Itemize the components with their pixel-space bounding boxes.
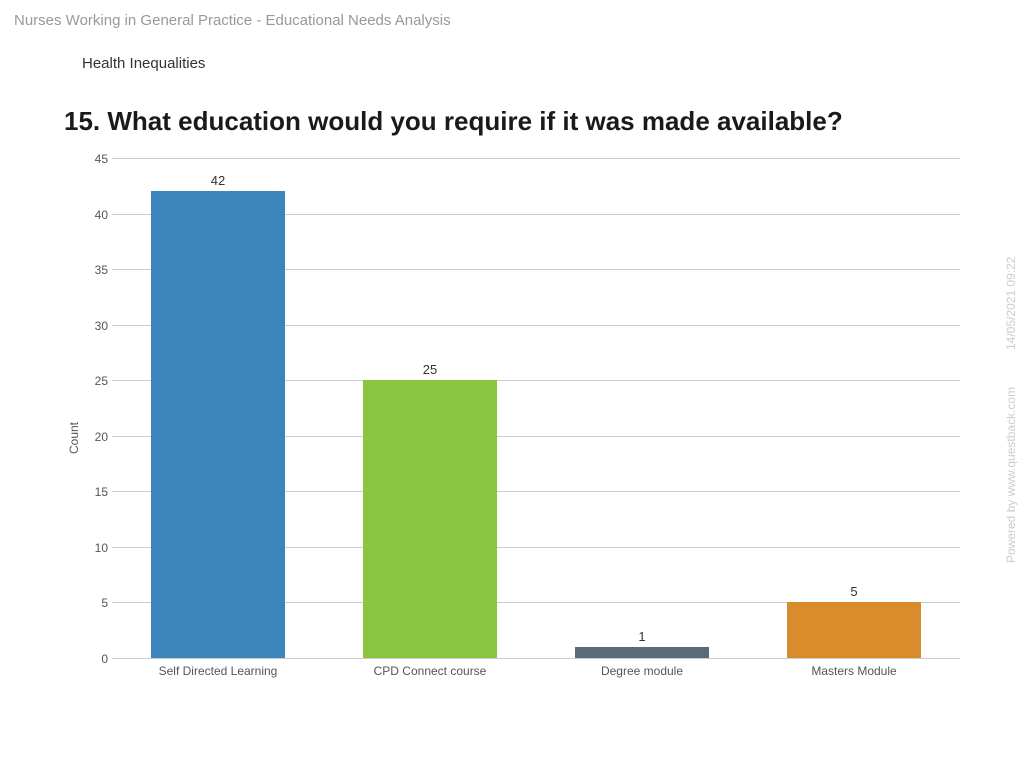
bar: 5 xyxy=(787,602,921,658)
bar-value-label: 1 xyxy=(575,629,709,644)
x-tick-label: Self Directed Learning xyxy=(112,664,324,678)
y-tick-label: 10 xyxy=(68,541,108,555)
plot-area: 42 25 1 5 xyxy=(112,158,960,658)
section-subhead: Health Inequalities xyxy=(82,55,205,72)
bar-value-label: 42 xyxy=(151,173,285,188)
x-tick-label: Degree module xyxy=(536,664,748,678)
footer-powered: Powered by www.questback.com xyxy=(1004,387,1018,563)
bar: 1 xyxy=(575,647,709,658)
bar-value-label: 5 xyxy=(787,584,921,599)
gridline xyxy=(112,158,960,159)
y-tick-label: 25 xyxy=(68,374,108,388)
question-title: 15. What education would you require if … xyxy=(64,106,843,137)
y-tick-label: 20 xyxy=(68,430,108,444)
footer-sidetext: Powered by www.questback.com 14/05/2021 … xyxy=(1004,200,1018,620)
y-tick-label: 45 xyxy=(68,152,108,166)
y-tick-label: 35 xyxy=(68,263,108,277)
y-tick-label: 5 xyxy=(68,596,108,610)
document-title: Nurses Working in General Practice - Edu… xyxy=(14,12,451,29)
y-tick-label: 0 xyxy=(68,652,108,666)
bar-chart: Count 422515 051015202530354045Self Dire… xyxy=(64,158,974,718)
x-tick-label: CPD Connect course xyxy=(324,664,536,678)
gridline xyxy=(112,658,960,659)
y-tick-label: 40 xyxy=(68,208,108,222)
x-tick-label: Masters Module xyxy=(748,664,960,678)
bar-value-label: 25 xyxy=(363,362,497,377)
y-tick-label: 30 xyxy=(68,319,108,333)
footer-date: 14/05/2021 09:22 xyxy=(1004,257,1018,350)
bar: 25 xyxy=(363,380,497,658)
bar: 42 xyxy=(151,191,285,658)
page-root: Nurses Working in General Practice - Edu… xyxy=(0,0,1024,768)
y-tick-label: 15 xyxy=(68,485,108,499)
